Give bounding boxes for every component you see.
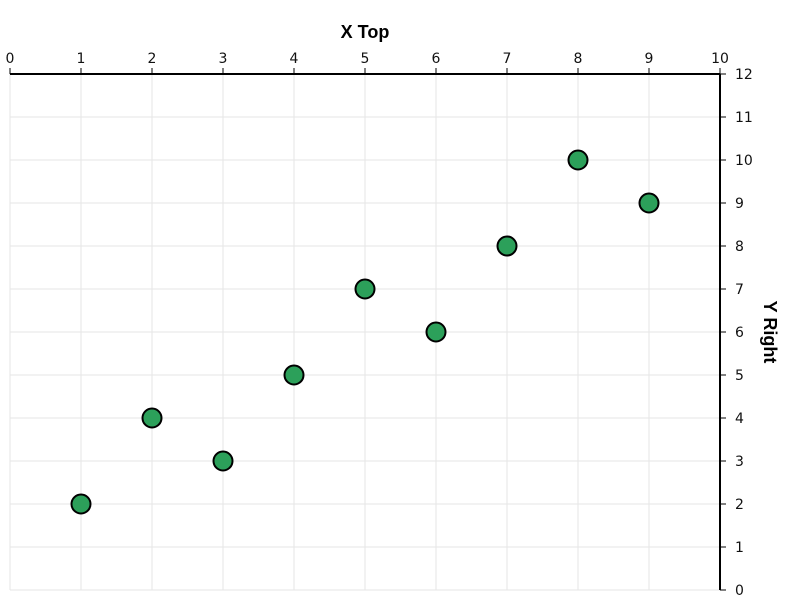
x-tick-label: 1 <box>77 51 86 67</box>
y-tick-label: 0 <box>735 583 744 599</box>
y-tick-label: 2 <box>735 497 744 513</box>
data-point <box>638 192 660 214</box>
y-tick-label: 8 <box>735 239 744 255</box>
data-point <box>141 407 163 429</box>
x-axis-title: X Top <box>341 22 390 42</box>
data-point <box>354 278 376 300</box>
data-point <box>496 235 518 257</box>
x-tick-label: 0 <box>6 51 15 67</box>
x-tick-label: 4 <box>290 51 299 67</box>
y-tick-label: 6 <box>735 325 744 341</box>
y-tick-label: 3 <box>735 454 744 470</box>
y-tick-label: 9 <box>735 196 744 212</box>
data-point <box>425 321 447 343</box>
y-tick-label: 1 <box>735 540 744 556</box>
y-tick-label: 12 <box>735 67 753 83</box>
y-tick-label: 11 <box>735 110 753 126</box>
data-point <box>70 493 92 515</box>
y-tick-label: 5 <box>735 368 744 384</box>
data-point <box>212 450 234 472</box>
data-point <box>567 149 589 171</box>
x-tick-label: 8 <box>574 51 583 67</box>
x-tick-label: 5 <box>361 51 370 67</box>
grid-layer <box>9 73 721 591</box>
y-tick-label: 4 <box>735 411 744 427</box>
points-layer <box>70 149 660 515</box>
x-tick-label: 9 <box>645 51 654 67</box>
x-tick-label: 3 <box>219 51 228 67</box>
y-tick-label: 10 <box>735 153 753 169</box>
x-tick-label: 6 <box>432 51 441 67</box>
y-tick-label: 7 <box>735 282 744 298</box>
data-point <box>283 364 305 386</box>
x-tick-label: 7 <box>503 51 512 67</box>
y-axis-title: Y Right <box>760 301 780 364</box>
x-tick-label: 10 <box>711 51 729 67</box>
x-tick-label: 2 <box>148 51 157 67</box>
